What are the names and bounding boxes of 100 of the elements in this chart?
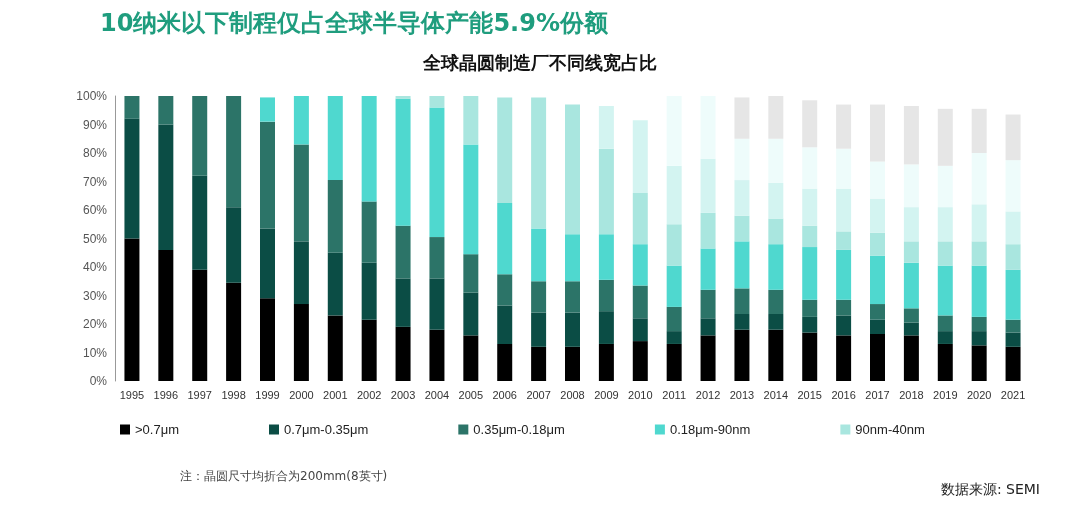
bar [768, 182, 784, 219]
bar [1005, 160, 1021, 212]
bar [429, 237, 445, 279]
bar [836, 249, 852, 300]
bar [768, 314, 784, 330]
bar [192, 96, 208, 176]
bar [632, 120, 648, 193]
y-tick-label: 70% [82, 174, 108, 189]
y-tick-label: 0% [89, 374, 108, 388]
bar [971, 204, 987, 242]
bar [598, 234, 614, 280]
bar [260, 121, 275, 229]
bar [327, 315, 343, 381]
y-tick-label: 20% [82, 317, 108, 331]
bar [531, 97, 547, 229]
bar [768, 244, 784, 290]
x-tick-label: 2008 [560, 388, 585, 401]
bar [260, 97, 275, 122]
bar [429, 329, 445, 381]
bar [531, 228, 547, 282]
bar [836, 231, 852, 250]
bar [361, 201, 377, 263]
bar [903, 308, 919, 323]
bar [226, 282, 242, 381]
bar [429, 96, 445, 108]
bar [192, 175, 208, 270]
bar [971, 108, 987, 153]
bar [903, 105, 919, 165]
y-tick-label: 10% [82, 345, 108, 360]
bar [734, 241, 750, 289]
bar [158, 96, 174, 125]
bar [700, 248, 716, 290]
bar [666, 331, 682, 344]
bar [531, 312, 547, 347]
bar [734, 314, 750, 330]
x-tick-label: 2003 [390, 388, 416, 401]
x-tick-label: 2002 [356, 388, 382, 401]
bar [124, 238, 140, 381]
bar [870, 232, 885, 256]
bar [429, 278, 445, 330]
bar [531, 346, 547, 381]
bar [734, 288, 750, 315]
bar [666, 306, 682, 332]
bar [1005, 211, 1021, 245]
bar [632, 341, 648, 381]
bar [700, 335, 716, 381]
bar [497, 343, 513, 381]
bar [565, 312, 580, 347]
x-tick-label: 2007 [526, 388, 551, 401]
bar [734, 215, 750, 242]
x-tick-label: 2017 [865, 388, 890, 401]
bar [870, 161, 885, 199]
x-tick-label: 2014 [763, 388, 789, 401]
bar [903, 207, 919, 242]
bar [734, 138, 750, 181]
bar [870, 255, 885, 305]
x-tick-label: 1999 [255, 388, 280, 401]
bar [870, 319, 885, 334]
bar [463, 292, 479, 336]
bar [497, 305, 513, 344]
bar [802, 332, 818, 381]
bar [361, 262, 377, 320]
bar [226, 207, 242, 283]
x-tick-label: 2021 [1000, 388, 1026, 401]
bar [836, 299, 852, 316]
x-tick-label: 2016 [831, 388, 856, 401]
bar [192, 269, 208, 381]
bar [700, 318, 716, 336]
source-note: 数据来源: SEMI [940, 481, 1040, 497]
bar [903, 262, 919, 309]
bar [361, 96, 377, 202]
chart-subtitle: 全球晶圆制造厂不同线宽占比 [422, 51, 657, 73]
bar [327, 180, 343, 253]
bar [971, 316, 987, 332]
bar [395, 98, 411, 226]
legend-label: 90nm-40nm [855, 422, 925, 437]
x-tick-label: 2010 [628, 388, 653, 401]
bar [666, 265, 682, 307]
bar [1005, 269, 1021, 320]
bar [700, 289, 716, 319]
bar [497, 202, 513, 275]
bar [260, 298, 275, 381]
x-tick-label: 2006 [492, 388, 517, 401]
bar [632, 318, 648, 342]
text: 注：晶圆尺寸均折合为200mm(8英寸) [180, 469, 388, 483]
bar [836, 148, 852, 189]
bar [531, 281, 547, 313]
y-tick-label: 40% [82, 260, 108, 274]
bar [768, 138, 784, 183]
bar [598, 148, 614, 235]
x-tick-label: 1998 [221, 388, 246, 401]
y-tick-label: 30% [82, 288, 108, 303]
bar [870, 333, 885, 381]
x-tick-label: 2001 [323, 388, 348, 401]
bar [1005, 114, 1021, 161]
bar [937, 343, 953, 381]
bar [903, 322, 919, 336]
x-tick-label: 2013 [729, 388, 755, 401]
bar [666, 224, 682, 266]
bar [565, 104, 580, 235]
